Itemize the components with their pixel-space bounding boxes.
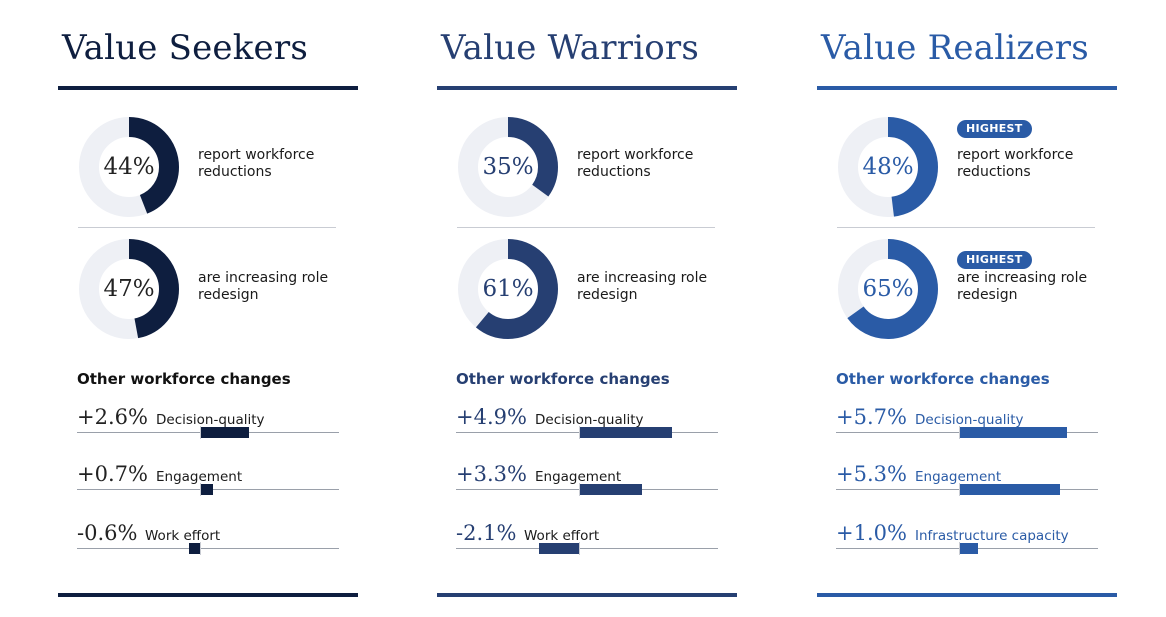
metric-zero-tick: [200, 426, 201, 439]
metric-value: -0.6%: [77, 521, 138, 545]
metric-value: +2.6%: [77, 405, 148, 429]
bottom-rule: [817, 593, 1117, 597]
column-value-seekers: Value Seekers 44% report workforce reducti…: [58, 0, 358, 617]
metric-bar: [959, 484, 1060, 495]
metric-zero-tick: [959, 483, 960, 496]
metric-bar: [200, 484, 214, 495]
metric-bar: [959, 543, 978, 554]
section-heading: Other workforce changes: [77, 370, 291, 388]
donut-chart: 47%: [78, 238, 180, 340]
donut-arc: [458, 239, 558, 339]
metric-value: +1.0%: [836, 521, 907, 545]
top-rule: [58, 86, 358, 90]
metric-row: +2.6% Decision-quality: [77, 405, 339, 445]
stat-description: report workforce reductions: [198, 147, 315, 180]
metric-label: Decision-quality: [156, 412, 265, 428]
divider: [457, 227, 715, 228]
metric-label: Infrastructure capacity: [915, 528, 1069, 544]
metric-value: +5.3%: [836, 462, 907, 486]
metric-label: Engagement: [915, 469, 1002, 485]
stat-description: are increasing role redesign: [577, 270, 708, 303]
metric-label: Engagement: [535, 469, 622, 485]
section-heading: Other workforce changes: [456, 370, 670, 388]
donut-percent: 61%: [482, 276, 534, 302]
donut-svg: [458, 117, 558, 217]
column-title: Value Seekers: [62, 28, 308, 68]
metric-zero-tick: [959, 426, 960, 439]
metric-label: Engagement: [156, 469, 243, 485]
donut-svg: [458, 239, 558, 339]
donut-svg: [838, 117, 938, 217]
column-value-warriors: Value Warriors 35% report workforce reduct…: [437, 0, 737, 617]
donut-percent: 44%: [103, 154, 155, 180]
metric-value: +4.9%: [456, 405, 527, 429]
bottom-rule: [437, 593, 737, 597]
top-rule: [437, 86, 737, 90]
metric-label: Work effort: [524, 528, 600, 544]
highest-badge: HIGHEST: [957, 251, 1032, 269]
metric-label: Work effort: [145, 528, 221, 544]
donut-chart: 44%: [78, 116, 180, 218]
top-rule: [817, 86, 1117, 90]
metric-bar: [579, 427, 673, 438]
metric-row: +1.0% Infrastructure capacity: [836, 521, 1098, 561]
metric-bar: [200, 427, 250, 438]
metric-bar: [539, 543, 579, 554]
metric-value: -2.1%: [456, 521, 517, 545]
metric-bar: [579, 484, 642, 495]
metric-zero-tick: [200, 483, 201, 496]
donut-percent: 48%: [862, 154, 914, 180]
highest-badge: HIGHEST: [957, 120, 1032, 138]
metric-row: +3.3% Engagement: [456, 462, 718, 502]
stat-description: report workforce reductions: [577, 147, 694, 180]
metric-axis-line: [77, 548, 339, 549]
donut-chart: 61%: [457, 238, 559, 340]
metric-value: +0.7%: [77, 462, 148, 486]
stat-description: are increasing role redesign: [957, 270, 1088, 303]
metric-zero-tick: [579, 426, 580, 439]
stat-description: report workforce reductions: [957, 147, 1074, 180]
metric-zero-tick: [959, 542, 960, 555]
metric-value: +3.3%: [456, 462, 527, 486]
metric-bar: [959, 427, 1068, 438]
divider: [78, 227, 336, 228]
donut-arc: [79, 117, 179, 217]
donut-chart: 35%: [457, 116, 559, 218]
metric-row: -0.6% Work effort: [77, 521, 339, 561]
donut-arc: [838, 117, 938, 217]
metric-label: Decision-quality: [535, 412, 644, 428]
donut-chart: 48%: [837, 116, 939, 218]
donut-svg: [79, 239, 179, 339]
donut-percent: 47%: [103, 276, 155, 302]
metric-row: +4.9% Decision-quality: [456, 405, 718, 445]
metric-row: +0.7% Engagement: [77, 462, 339, 502]
metric-zero-tick: [579, 483, 580, 496]
metric-row: +5.7% Decision-quality: [836, 405, 1098, 445]
section-heading: Other workforce changes: [836, 370, 1050, 388]
donut-svg: [79, 117, 179, 217]
column-value-realizers: Value Realizers 48% HIGHEST report workforc…: [817, 0, 1117, 617]
donut-arc: [458, 117, 558, 217]
column-title: Value Realizers: [821, 28, 1089, 68]
donut-chart: 65%: [837, 238, 939, 340]
donut-percent: 65%: [862, 276, 914, 302]
metric-value: +5.7%: [836, 405, 907, 429]
donut-percent: 35%: [482, 154, 534, 180]
donut-arc: [838, 239, 938, 339]
donut-arc: [79, 239, 179, 339]
stat-description: are increasing role redesign: [198, 270, 329, 303]
metric-zero-tick: [200, 542, 201, 555]
bottom-rule: [58, 593, 358, 597]
metric-zero-tick: [579, 542, 580, 555]
metric-axis-line: [456, 548, 718, 549]
donut-svg: [838, 239, 938, 339]
metric-label: Decision-quality: [915, 412, 1024, 428]
metric-row: +5.3% Engagement: [836, 462, 1098, 502]
metric-row: -2.1% Work effort: [456, 521, 718, 561]
column-title: Value Warriors: [441, 28, 700, 68]
metric-bar: [188, 543, 200, 554]
divider: [837, 227, 1095, 228]
